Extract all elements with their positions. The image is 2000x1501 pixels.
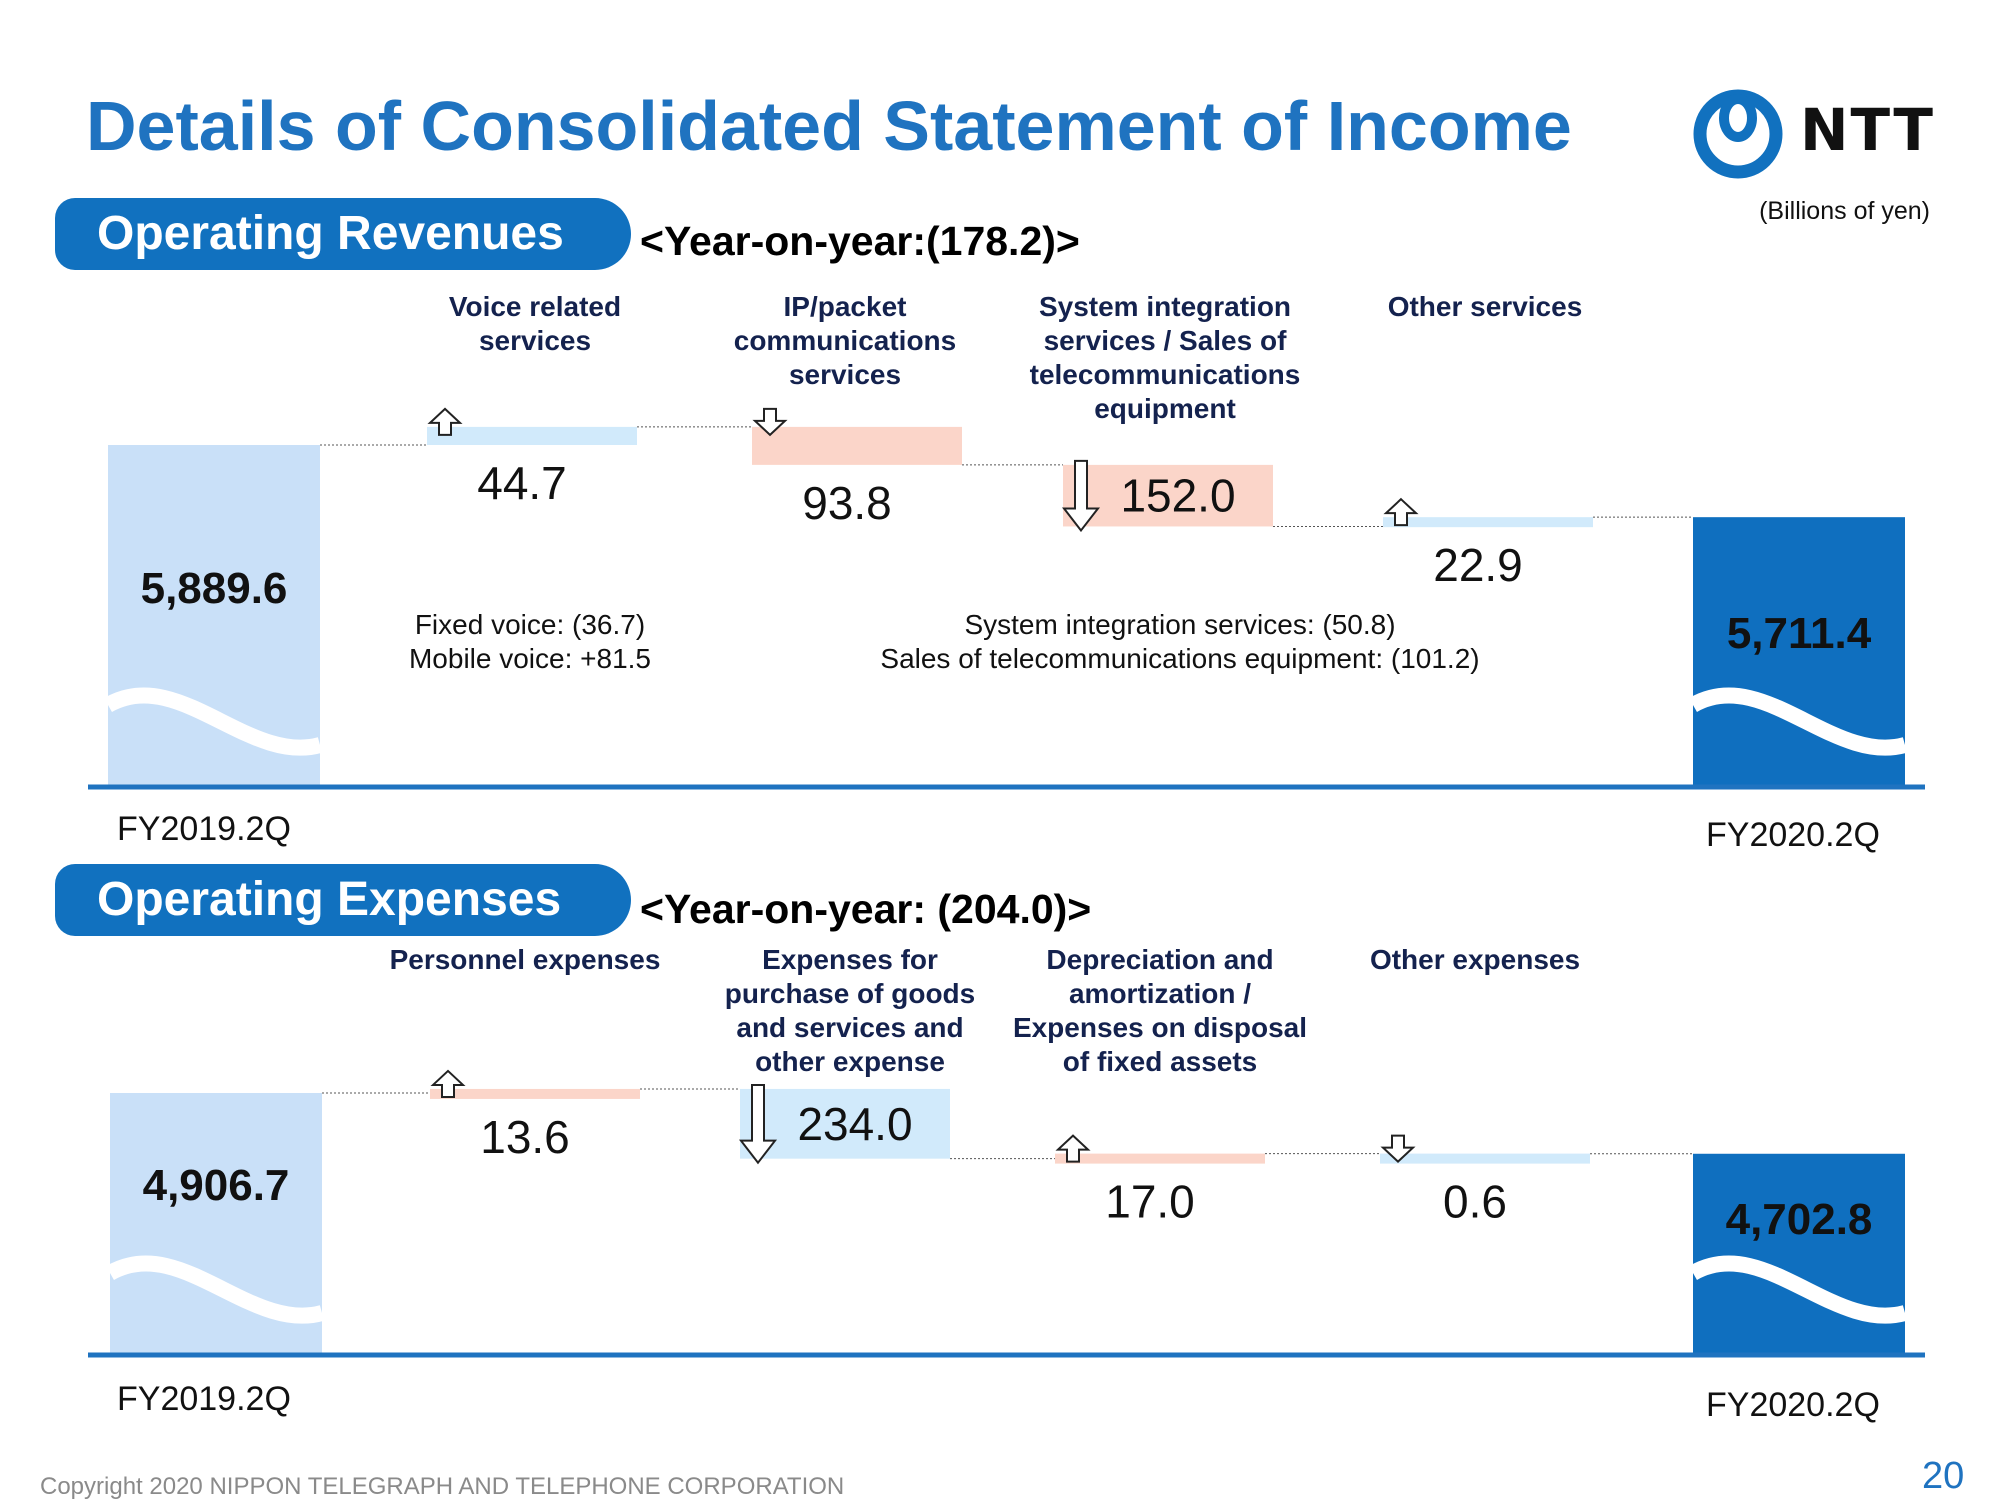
step-value-label: 234.0	[797, 1098, 912, 1150]
revenues-category-label: Voice related services	[448, 291, 622, 356]
step-value-label: 152.0	[1120, 470, 1235, 522]
units-label: (Billions of yen)	[1759, 197, 1930, 225]
step-value-label: 13.6	[480, 1111, 570, 1163]
down-arrow-icon	[752, 407, 788, 437]
revenues-yoy: <Year-on-year:(178.2)>	[640, 218, 1080, 264]
revenues-end-period: FY2020.2Q	[1706, 816, 1880, 854]
ntt-logo: NTT	[1690, 84, 1933, 184]
end-bar-wave	[1689, 1255, 1908, 1324]
step-bar	[1055, 1153, 1265, 1164]
down-arrow-icon	[1380, 1134, 1416, 1163]
step-value-label: 17.0	[1105, 1176, 1195, 1228]
up-arrow-icon	[1383, 497, 1419, 527]
step-bar	[430, 1088, 640, 1099]
up-arrow-icon	[427, 407, 463, 436]
copyright: Copyright 2020 NIPPON TELEGRAPH AND TELE…	[40, 1473, 845, 1500]
up-arrow-icon	[1055, 1134, 1091, 1163]
expenses-category-label: Personnel expenses	[389, 944, 661, 975]
start-bar	[108, 445, 320, 785]
start-bar-wave	[106, 1255, 325, 1324]
step-value-label: 44.7	[477, 457, 567, 509]
expenses-category-label: Depreciation and amortization / Expenses…	[1012, 944, 1308, 1077]
start-value-label: 4,906.7	[143, 1161, 290, 1210]
step-bar	[1063, 464, 1273, 527]
step-bar	[1383, 517, 1593, 528]
page-title: Details of Consolidated Statement of Inc…	[86, 87, 1572, 165]
step-value-label: 93.8	[802, 477, 892, 529]
ntt-logo-text: NTT	[1800, 96, 1935, 164]
expenses-category-label: Other expenses	[1369, 944, 1581, 975]
expenses-start-period: FY2019.2Q	[117, 1380, 291, 1418]
step-bar	[427, 426, 637, 445]
expenses-category-label: Expenses for purchase of goods and servi…	[724, 944, 976, 1077]
step-bar	[752, 426, 962, 465]
start-value-label: 5,889.6	[141, 564, 288, 613]
end-value-label: 5,711.4	[1727, 609, 1872, 658]
expenses-heading: Operating Expenses	[55, 864, 631, 936]
down-arrow-icon	[738, 1083, 778, 1165]
end-bar	[1693, 1153, 1905, 1353]
revenues-heading: Operating Revenues	[55, 198, 631, 270]
ntt-logo-icon	[1693, 89, 1783, 179]
down-arrow-icon	[1061, 459, 1101, 533]
up-arrow-icon	[430, 1069, 466, 1098]
voice-note-fixed: Fixed voice: (36.7)	[414, 609, 646, 640]
system-note-integration: System integration services: (50.8)	[964, 609, 1396, 640]
revenues-category-label: IP/packet communications services	[733, 291, 957, 390]
step-bar	[740, 1088, 950, 1159]
revenues-category-label: Other services	[1387, 291, 1583, 322]
step-value-label: 22.9	[1433, 539, 1523, 591]
revenues-category-label: System integration services / Sales of t…	[1029, 291, 1301, 424]
end-value-label: 4,702.8	[1726, 1195, 1873, 1244]
end-bar-wave	[1689, 687, 1908, 756]
system-note-equipment: Sales of telecommunications equipment: (…	[880, 643, 1480, 674]
start-bar-wave	[104, 687, 323, 756]
expenses-end-period: FY2020.2Q	[1706, 1386, 1880, 1424]
step-value-label: 0.6	[1443, 1176, 1507, 1228]
expenses-yoy: <Year-on-year: (204.0)>	[640, 886, 1092, 932]
page-number: 20	[1922, 1455, 1965, 1497]
step-bar	[1380, 1153, 1590, 1164]
voice-note-mobile: Mobile voice: +81.5	[408, 643, 652, 674]
revenues-start-period: FY2019.2Q	[117, 810, 291, 848]
